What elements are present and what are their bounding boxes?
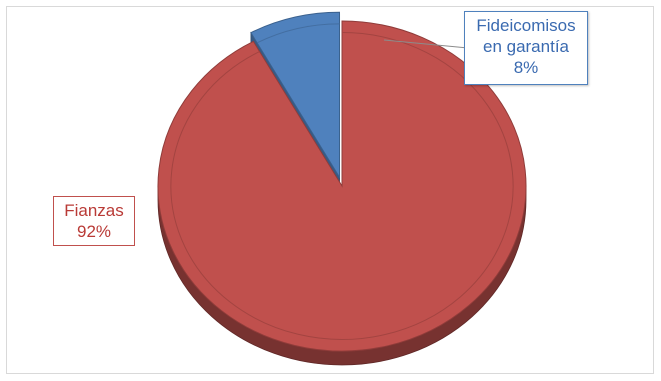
pie-slice-rim-fianzas [170, 32, 514, 340]
data-label-fideicomisos-name-line1: Fideicomisos [476, 16, 576, 35]
data-label-fianzas: Fianzas 92% [53, 196, 135, 246]
pie-slice-rim-fideicomisos-en-garant-a [256, 23, 340, 44]
leader-line [383, 39, 469, 49]
data-label-fianzas-value: 92% [76, 222, 112, 241]
data-label-fianzas-name: Fianzas [64, 201, 124, 220]
data-label-fideicomisos-name-line2: en garantía [482, 37, 569, 56]
pie-slice-fideicomisos-en-garant-a [250, 11, 341, 180]
data-label-fideicomisos: Fideicomisos en garantía 8% [464, 11, 588, 85]
data-label-fideicomisos-value: 8% [513, 58, 539, 77]
